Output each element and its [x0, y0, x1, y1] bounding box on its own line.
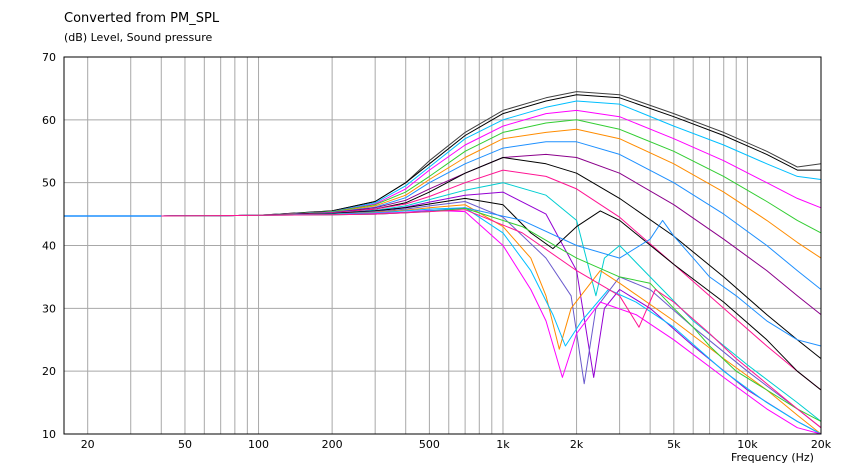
y-tick-label: 70	[42, 51, 56, 64]
x-tick-label: 200	[322, 438, 343, 451]
series-line	[161, 153, 822, 315]
series-line	[161, 94, 821, 217]
chart-title: Converted from PM_SPL	[64, 11, 220, 26]
y-tick-label: 60	[42, 114, 56, 127]
x-tick-label: 2k	[570, 438, 584, 451]
x-axis-label: Frequency (Hz)	[731, 451, 814, 464]
plot-frame	[63, 56, 822, 435]
series-line	[161, 169, 822, 391]
series-line	[161, 141, 822, 290]
series-line	[161, 209, 822, 429]
x-tick-label: 50	[178, 438, 192, 451]
y-tick-label: 50	[42, 177, 56, 190]
y-tick-labels: 10 20 30 40 50 60 70	[42, 51, 56, 441]
x-tick-labels: 20 50 100 200 500 1k 2k 5k 10k 20k	[81, 438, 832, 451]
x-tick-label: 10k	[737, 438, 758, 451]
series-line	[161, 207, 822, 435]
series-layer	[64, 91, 822, 435]
x-tick-label: 1k	[496, 438, 510, 451]
series-line	[161, 204, 822, 435]
series-line	[161, 197, 822, 391]
series-line	[161, 119, 822, 234]
y-tick-label: 10	[42, 428, 56, 441]
x-tick-label: 500	[419, 438, 440, 451]
series-line	[161, 100, 822, 217]
y-tick-label: 40	[42, 240, 56, 253]
x-tick-label: 20k	[811, 438, 832, 451]
series-line	[161, 209, 822, 435]
x-tick-label: 5k	[667, 438, 681, 451]
y-axis-label: (dB) Level, Sound pressure	[64, 31, 213, 44]
y-tick-label: 20	[42, 365, 56, 378]
series-line	[161, 128, 822, 259]
y-tick-label: 30	[42, 302, 56, 315]
x-tick-label: 20	[81, 438, 95, 451]
x-tick-label: 100	[248, 438, 269, 451]
